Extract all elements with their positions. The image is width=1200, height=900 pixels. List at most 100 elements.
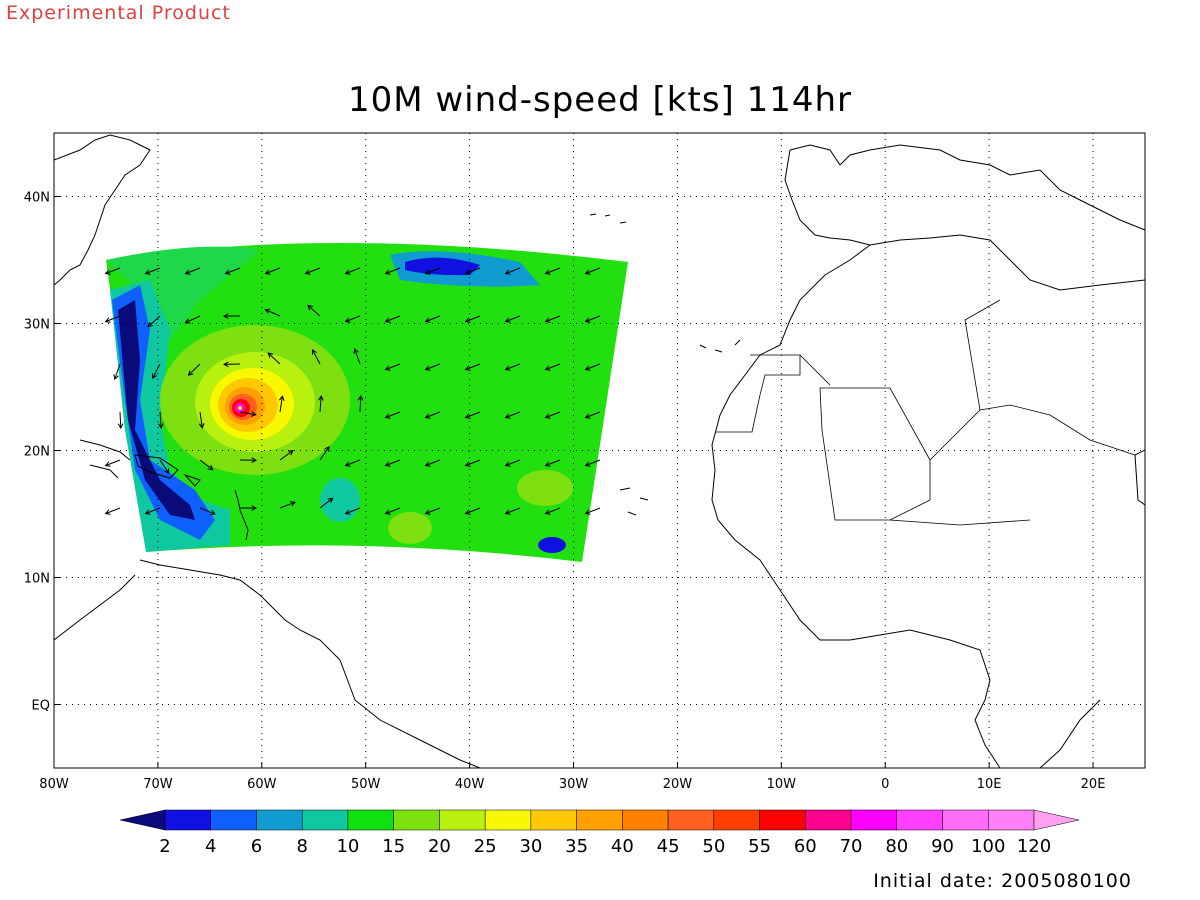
wind-arrow-shaft [585, 411, 601, 419]
wind-arrow-shaft [188, 363, 201, 376]
wind-arrow-shaft [465, 315, 481, 323]
wind-arrow-head [464, 317, 471, 323]
wind-arrow [424, 315, 441, 323]
wind-arrow [319, 497, 334, 509]
wind-arrow [544, 267, 561, 275]
wind-arrow [464, 363, 481, 371]
south-america-coast [54, 559, 481, 768]
wind-arrow-shaft [199, 459, 214, 471]
wind-arrow-shaft [385, 315, 401, 323]
wind-arrow-shaft [425, 411, 441, 419]
wind-arrow [104, 267, 121, 275]
wind-arrow-shaft [425, 363, 441, 371]
wind-arrow [384, 411, 401, 419]
colorbar-label: 30 [519, 836, 542, 857]
wind-arrow [117, 411, 124, 430]
lon-tick-label: 50W [351, 777, 381, 792]
wind-arrow-head [344, 509, 351, 515]
wind-arrow-head [147, 321, 154, 328]
wind-arrow-shaft [145, 507, 161, 515]
wind-arrow-shaft [385, 459, 401, 467]
wind-arrow [584, 363, 601, 371]
wind-arrow-shaft [345, 267, 361, 275]
colorbar-label: 120 [1017, 836, 1051, 857]
wind-arrow-shaft [545, 363, 561, 371]
wind-arrow-head [424, 509, 431, 515]
wind-arrow [222, 361, 241, 368]
lon-tick-label: 60W [247, 777, 277, 792]
wind-arrow [584, 459, 601, 467]
wind-arrow-shaft [385, 267, 401, 275]
wind-arrow [504, 411, 521, 419]
wind-arrow-head [251, 505, 258, 511]
wind-arrow-shaft [465, 507, 481, 515]
colorbar-segment [622, 809, 669, 831]
wind-arrow-head [584, 269, 591, 275]
colorbar-segment [713, 809, 760, 831]
wind-arrow [304, 267, 321, 275]
colorbar-label: 60 [794, 836, 817, 857]
wind-arrow-shaft [505, 507, 521, 515]
wind-arrow-head [584, 317, 591, 323]
wind-arrow-shaft [425, 507, 441, 515]
wind-arrow [584, 507, 601, 515]
lon-tick-label: 70W [143, 777, 173, 792]
wind-arrow [187, 363, 201, 376]
wind-arrow [544, 507, 561, 515]
wind-arrow-head [104, 269, 111, 275]
wind-arrow-shaft [185, 315, 201, 324]
wind-arrow-shaft [265, 267, 281, 275]
wind-arrow-head [187, 370, 194, 376]
wind-arrow-head [504, 461, 511, 467]
wind-arrow [239, 505, 258, 511]
wind-arrow-head [504, 269, 511, 275]
wind-arrow-shaft [199, 411, 203, 428]
wind-arrow-head [357, 394, 364, 401]
wind-arrow-shaft [152, 363, 161, 379]
lon-tick-label: 0 [881, 777, 889, 792]
colorbar-segment [988, 809, 1035, 831]
wind-field-green-patch [106, 246, 260, 340]
wind-arrow-shaft [279, 450, 294, 461]
wind-arrow-shaft [505, 267, 521, 275]
wind-arrow [318, 395, 324, 413]
colorbar-arrow-high [1033, 809, 1080, 831]
wind-arrow-head [264, 269, 271, 275]
wind-arrow-shaft [312, 349, 321, 365]
wind-arrow [152, 363, 161, 380]
wind-arrow-shaft [145, 267, 161, 275]
lon-tick-label: 10W [767, 777, 797, 792]
wind-arrow-head [544, 317, 551, 323]
country-borders [715, 299, 1136, 526]
wind-arrow-shaft [265, 309, 281, 317]
wind-arrow-head [251, 457, 258, 464]
wind-arrow-head [544, 509, 551, 515]
colorbar-segment [210, 809, 257, 831]
lon-tick-label: 40W [455, 777, 485, 792]
wind-arrow [384, 363, 401, 371]
wind-arrow-head [584, 509, 591, 515]
wind-arrow [319, 445, 330, 461]
wind-arrow [264, 267, 281, 275]
colorbar-label: 90 [931, 836, 954, 857]
colorbar-arrow-low [119, 809, 166, 831]
wind-arrow-shaft [147, 315, 161, 328]
wind-arrow [144, 267, 161, 275]
wind-arrow [424, 411, 441, 419]
wind-arrow [199, 459, 214, 471]
lat-tick-label: 20N [24, 445, 50, 460]
wind-arrow [584, 411, 601, 419]
wind-arrow [353, 347, 361, 365]
wind-arrow-head [344, 461, 351, 467]
wind-arrow-shaft [345, 507, 361, 515]
map-frame [53, 132, 1146, 769]
wind-arrow-head [307, 304, 313, 311]
wind-arrow-head [544, 461, 551, 467]
wind-arrow [222, 313, 241, 319]
experimental-product-label: Experimental Product [6, 2, 231, 24]
wind-arrow-shaft [199, 507, 216, 515]
colorbar-label: 45 [657, 836, 680, 857]
wind-arrow [544, 459, 561, 467]
wind-arrow-head [464, 461, 471, 467]
